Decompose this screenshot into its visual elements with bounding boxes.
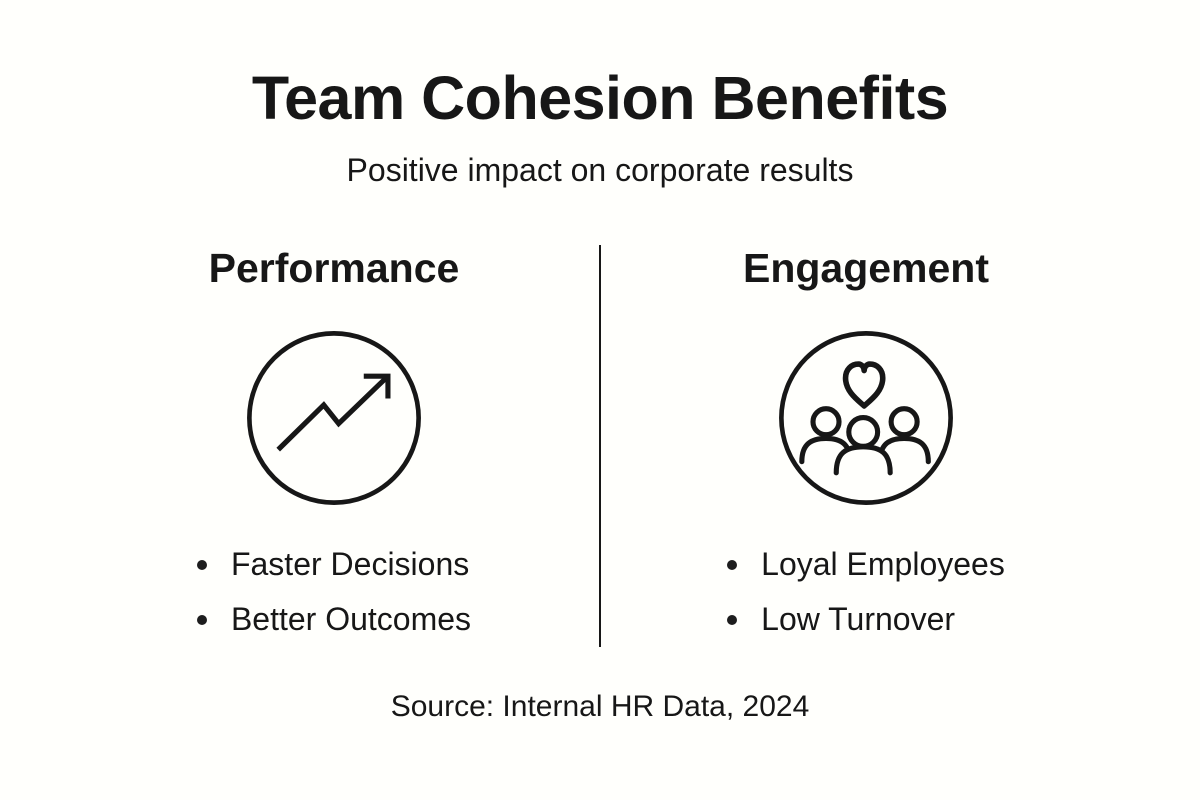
page-title: Team Cohesion Benefits <box>251 64 949 132</box>
engagement-bullet-list: Loyal Employees Low Turnover <box>727 537 1005 647</box>
benefits-columns: Performance Faster Decisions Better Outc… <box>69 245 1131 647</box>
bullet-dot <box>727 559 738 570</box>
bullet-dot <box>196 559 207 570</box>
column-engagement: Engagement <box>601 245 1131 647</box>
page-subtitle: Positive impact on corporate results <box>346 152 854 188</box>
list-item: Faster Decisions <box>196 537 471 592</box>
source-note: Source: Internal HR Data, 2024 <box>390 690 810 723</box>
column-divider <box>599 245 601 647</box>
bullet-dot <box>727 614 738 625</box>
trend-up-icon <box>241 325 427 511</box>
bullet-text: Loyal Employees <box>761 546 1005 582</box>
list-item: Better Outcomes <box>196 592 472 647</box>
team-heart-icon <box>773 325 959 511</box>
bullet-text: Faster Decisions <box>230 546 470 582</box>
bullet-dot <box>196 614 207 625</box>
list-item: Loyal Employees <box>727 537 1005 592</box>
performance-bullet-list: Faster Decisions Better Outcomes <box>196 537 472 647</box>
column-performance: Performance Faster Decisions Better Outc… <box>69 245 599 647</box>
column-heading-performance: Performance <box>208 245 460 291</box>
bullet-text: Better Outcomes <box>230 601 472 637</box>
list-item: Low Turnover <box>727 592 1005 647</box>
bullet-text: Low Turnover <box>761 601 956 637</box>
column-heading-engagement: Engagement <box>742 245 990 291</box>
